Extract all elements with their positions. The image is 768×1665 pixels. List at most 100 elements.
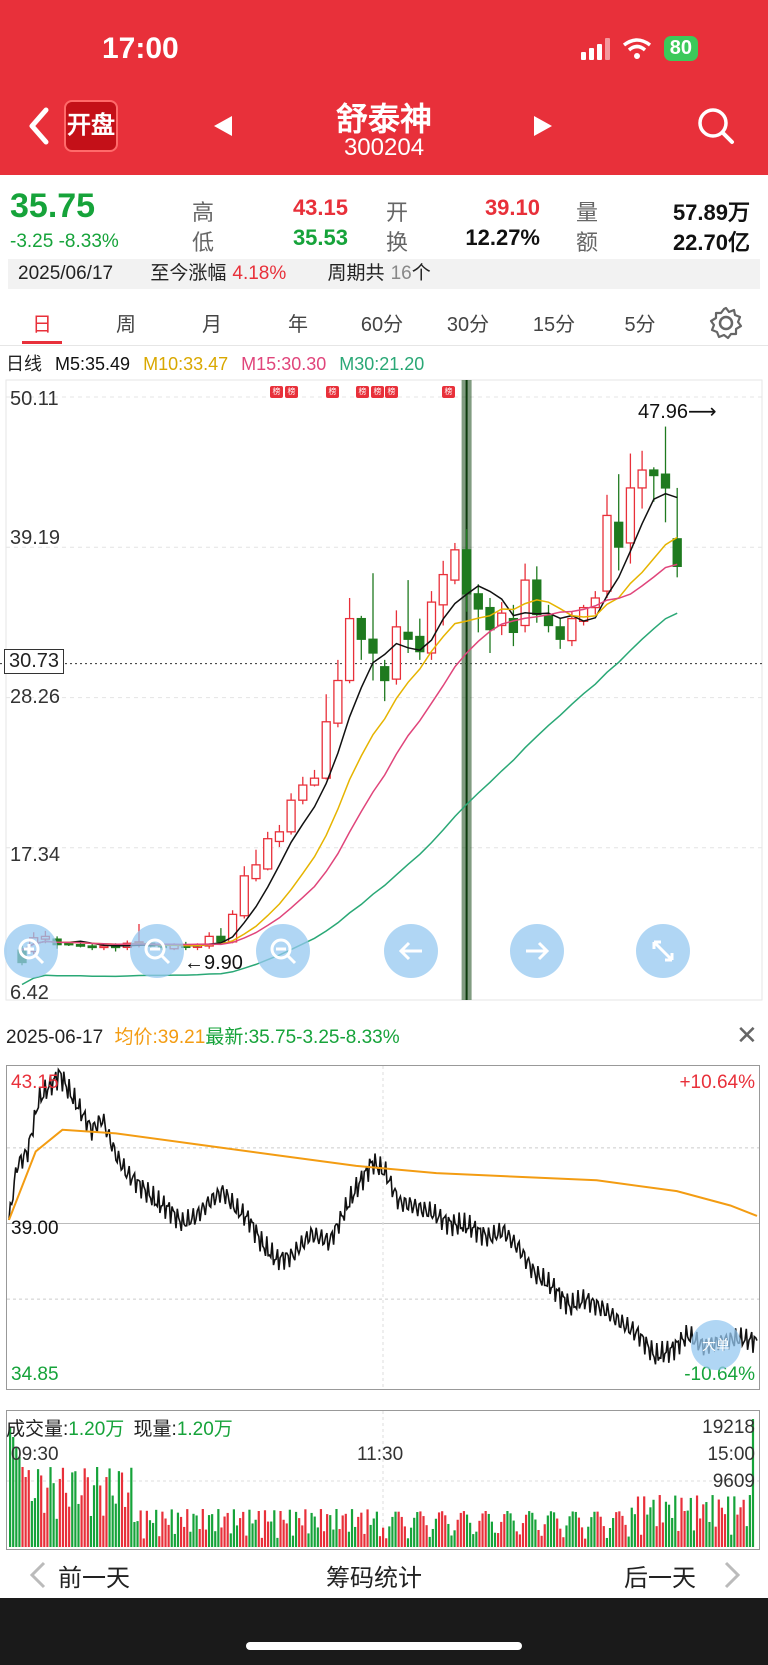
volume-label: 量 — [576, 200, 599, 225]
big-order-button[interactable]: 大单 — [691, 1320, 741, 1370]
volume-bar — [136, 1521, 139, 1547]
next-stock-icon[interactable] — [532, 114, 554, 138]
volume-bar — [633, 1514, 636, 1547]
tab-week[interactable]: 周 — [116, 314, 136, 336]
volume-bar — [360, 1512, 363, 1547]
candle-body — [532, 579, 542, 616]
candle-body — [450, 549, 460, 581]
volume-bar — [326, 1514, 329, 1547]
volume-bar — [521, 1523, 525, 1547]
time-start: 09:30 — [11, 1444, 59, 1465]
volume-bar — [124, 1506, 127, 1547]
volume-bar — [748, 1495, 751, 1547]
volume-bar — [145, 1510, 148, 1547]
tab-30min[interactable]: 30分 — [446, 314, 490, 336]
volume-bar — [559, 1528, 562, 1547]
volume-bar — [537, 1529, 540, 1547]
search-icon[interactable] — [696, 106, 736, 146]
candle-body — [99, 945, 109, 949]
volume-bar — [630, 1507, 633, 1547]
chevron-right-icon[interactable] — [722, 1560, 742, 1590]
chevron-left-icon[interactable] — [28, 1560, 48, 1590]
volume-bar — [636, 1496, 640, 1547]
volume-bar — [301, 1525, 304, 1547]
volume-bar — [447, 1523, 450, 1547]
tab-month[interactable]: 月 — [202, 314, 222, 336]
volume-bar — [235, 1525, 239, 1547]
ranking-badge: 榜 — [356, 386, 369, 398]
high-value: 43.15 — [292, 195, 348, 220]
scroll-right-button[interactable] — [510, 924, 564, 978]
ma30-line — [21, 612, 678, 986]
zoom-out-button[interactable] — [130, 924, 184, 978]
volume-value: 57.89万 — [672, 200, 750, 225]
volume-bar — [556, 1518, 559, 1547]
volume-bar — [142, 1538, 145, 1547]
y-label-2: 39.19 — [10, 527, 61, 549]
volume-bar — [705, 1502, 708, 1547]
wifi-icon — [622, 37, 651, 59]
kline-chart[interactable] — [0, 378, 768, 1002]
back-icon[interactable] — [24, 104, 54, 148]
volume-bar — [602, 1526, 605, 1547]
zoom-out-button-2[interactable] — [256, 924, 310, 978]
tab-day[interactable]: 日 — [32, 314, 52, 336]
candle-body — [485, 606, 495, 631]
volume-bar — [444, 1515, 447, 1547]
open-value: 39.10 — [484, 195, 540, 220]
volume-bar — [406, 1538, 410, 1547]
volume-bar — [229, 1533, 232, 1547]
candle-body — [298, 784, 308, 801]
volume-bar — [217, 1509, 220, 1547]
volume-bar — [528, 1511, 531, 1547]
y-label-min: 6.42 — [10, 982, 49, 1004]
volume-bar — [711, 1495, 714, 1547]
volume-bar — [214, 1531, 217, 1547]
prev-day-button[interactable]: 前一天 — [58, 1565, 130, 1592]
zoom-in-button[interactable] — [4, 924, 58, 978]
volume-bar — [130, 1467, 133, 1547]
volume-bar — [133, 1522, 136, 1547]
intraday-chart[interactable]: 43.15 39.00 34.85 +10.64% -10.64% 大单 — [6, 1065, 760, 1390]
volume-bar — [714, 1526, 717, 1547]
volume-bar — [248, 1509, 251, 1547]
volume-bar — [58, 1478, 61, 1547]
volume-bar — [615, 1512, 618, 1547]
intraday-high: 43.15 — [11, 1072, 59, 1093]
close-intraday-icon[interactable]: ✕ — [736, 1020, 758, 1050]
high-label: 高 — [192, 200, 215, 225]
turnover-value: 12.27% — [465, 225, 540, 250]
tab-5min[interactable]: 5分 — [624, 314, 656, 336]
next-day-button[interactable]: 后一天 — [624, 1565, 696, 1592]
tab-year[interactable]: 年 — [288, 314, 308, 336]
low-label: 低 — [192, 230, 215, 255]
settings-gear-icon[interactable] — [708, 305, 744, 341]
avg-label: 均价: — [114, 1027, 158, 1048]
volume-bar — [736, 1514, 739, 1547]
volume-bar — [176, 1512, 180, 1547]
volume-bar — [344, 1513, 347, 1547]
volume-bar — [179, 1516, 183, 1547]
prev-stock-icon[interactable] — [212, 114, 234, 138]
volume-bar — [686, 1510, 689, 1547]
open-market-badge[interactable]: 开盘 — [64, 100, 118, 152]
volume-bar — [245, 1535, 248, 1547]
volume-bar — [680, 1497, 683, 1547]
volume-bar — [518, 1534, 521, 1547]
candle-body — [344, 617, 355, 682]
volume-bar — [276, 1537, 279, 1547]
scroll-left-button[interactable] — [384, 924, 438, 978]
tab-15min[interactable]: 15分 — [532, 314, 576, 336]
ma15-label: M15:30.30 — [241, 354, 327, 374]
fullscreen-button[interactable] — [636, 924, 690, 978]
stock-name: 舒泰神 — [335, 101, 432, 137]
candle-body — [660, 473, 671, 489]
volume-bar — [89, 1515, 93, 1547]
candle-body — [602, 514, 612, 592]
candle-body — [625, 487, 636, 544]
period-tabs: 日 周 月 年 60分 30分 15分 5分 — [0, 300, 768, 346]
volume-bar — [285, 1523, 288, 1547]
latest-value: 35.75-3.25-8.33% — [248, 1027, 400, 1048]
chip-stats-button[interactable]: 筹码统计 — [326, 1565, 422, 1592]
tab-60min[interactable]: 60分 — [360, 314, 404, 336]
